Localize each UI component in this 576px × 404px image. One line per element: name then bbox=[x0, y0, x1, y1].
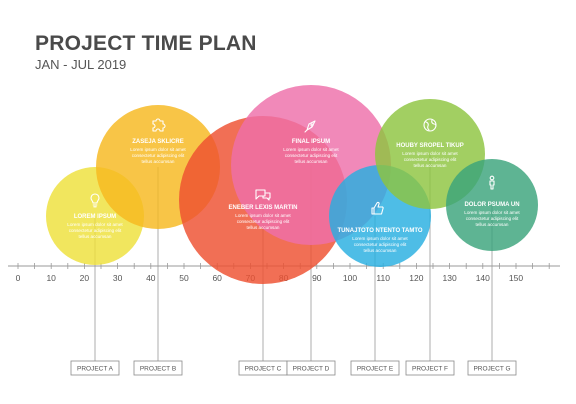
bubble-body-line: tellus accumsan bbox=[247, 225, 280, 230]
project-label: PROJECT A bbox=[77, 365, 114, 372]
bubble-heading: TUNAJTOTO NTENTO TAMTO bbox=[337, 228, 422, 234]
project-label: PROJECT D bbox=[293, 365, 330, 372]
bubble-body-line: consectetur adipiscing elit bbox=[237, 219, 290, 224]
axis-tick-label: 150 bbox=[509, 273, 523, 283]
bubble-body-line: Lorem ipsum dolor sit amet bbox=[402, 151, 458, 156]
bubble-heading: DOLOR PSUMA UN bbox=[464, 202, 519, 208]
bubble-heading: ZASEJA SKLICRE bbox=[132, 139, 183, 145]
project-label: PROJECT E bbox=[357, 365, 394, 372]
bubble-body-line: tellus accumsan bbox=[476, 222, 509, 227]
bubble-body-line: Lorem ipsum dolor sit amet bbox=[67, 222, 123, 227]
bubble-heading: ENEBER LEXIS MARTIN bbox=[228, 205, 297, 211]
project-label: PROJECT F bbox=[412, 365, 448, 372]
project-label: PROJECT C bbox=[245, 365, 282, 372]
project-label-box bbox=[133, 360, 183, 376]
project-label-box bbox=[350, 360, 400, 376]
bubble-body-line: tellus accumsan bbox=[79, 234, 112, 239]
axis-tick-label: 120 bbox=[409, 273, 423, 283]
project-label-box bbox=[467, 360, 517, 376]
bubble-body-line: consectetur adipiscing elit bbox=[69, 228, 122, 233]
person-icon bbox=[489, 175, 495, 190]
axis-tick-label: 90 bbox=[312, 273, 322, 283]
bubble-g bbox=[446, 159, 538, 251]
project-label-box bbox=[405, 360, 455, 376]
bubble-heading: FINAL IPSUM bbox=[292, 139, 330, 145]
bubble-body-line: consectetur adipiscing elit bbox=[404, 157, 457, 162]
thumbs-up-icon bbox=[371, 201, 384, 215]
bubble-body-line: Lorem ipsum dolor sit amet bbox=[235, 213, 291, 218]
axis-tick-label: 30 bbox=[113, 273, 123, 283]
bubble-body-line: Lorem ipsum dolor sit amet bbox=[283, 147, 339, 152]
axis-tick-label: 10 bbox=[46, 273, 56, 283]
rocket-icon bbox=[304, 120, 316, 133]
axis-tick-label: 60 bbox=[212, 273, 222, 283]
project-label-box bbox=[286, 360, 336, 376]
bubble-body-line: consectetur adipiscing elit bbox=[466, 216, 519, 221]
axis-tick-label: 50 bbox=[179, 273, 189, 283]
bubble-body-line: consectetur adipiscing elit bbox=[132, 153, 185, 158]
bubble-body-line: tellus accumsan bbox=[142, 159, 175, 164]
axis-tick-label: 110 bbox=[376, 273, 390, 283]
bubble-body-line: Lorem ipsum dolor sit amet bbox=[130, 147, 186, 152]
page-title: PROJECT TIME PLAN bbox=[35, 32, 257, 55]
project-label-box bbox=[70, 360, 120, 376]
project-label: PROJECT B bbox=[140, 365, 176, 372]
page-subtitle: JAN - JUL 2019 bbox=[35, 57, 127, 72]
bubble-body-line: Lorem ipsum dolor sit amet bbox=[464, 210, 520, 215]
axis-tick-label: 130 bbox=[443, 273, 457, 283]
bubble-body-line: Lorem ipsum dolor sit amet bbox=[352, 236, 408, 241]
bubble-body-line: tellus accumsan bbox=[295, 159, 328, 164]
bubble-heading: LOREM IPSUM bbox=[74, 214, 116, 220]
axis-tick-label: 40 bbox=[146, 273, 156, 283]
bubble-body-line: consectetur adipiscing elit bbox=[285, 153, 338, 158]
axis-tick-label: 20 bbox=[80, 273, 90, 283]
axis-tick-label: 140 bbox=[476, 273, 490, 283]
bubble-body-line: tellus accumsan bbox=[364, 248, 397, 253]
globe-icon bbox=[423, 118, 437, 132]
project-label: PROJECT G bbox=[473, 365, 510, 372]
bubble-body-line: tellus accumsan bbox=[414, 163, 447, 168]
puzzle-icon bbox=[152, 118, 166, 132]
chat-icon bbox=[255, 189, 271, 201]
axis-tick-label: 0 bbox=[16, 273, 21, 283]
lightbulb-icon bbox=[90, 193, 100, 208]
bubble-body-line: consectetur adipiscing elit bbox=[354, 242, 407, 247]
bubble-heading: HOUBY SROPEL TIKUP bbox=[396, 143, 463, 149]
axis-tick-label: 100 bbox=[343, 273, 357, 283]
